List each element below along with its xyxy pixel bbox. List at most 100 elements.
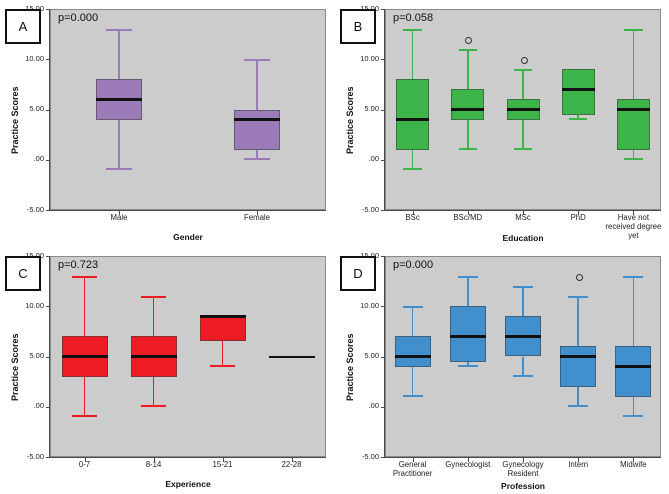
whisker-cap-upper	[106, 29, 132, 31]
outlier-point	[575, 273, 583, 281]
x-axis-title: Education	[502, 233, 544, 243]
box-plot-median	[234, 118, 280, 121]
x-tick	[578, 211, 580, 215]
y-tick	[381, 159, 385, 161]
whisker-upper	[632, 276, 635, 347]
whisker-cap-upper	[244, 59, 270, 61]
whisker-cap-lower	[106, 168, 132, 170]
y-tick	[381, 256, 385, 257]
y-tick-label: -5.00	[26, 451, 44, 461]
x-tick	[412, 211, 414, 215]
whisker-cap-lower	[244, 158, 270, 160]
x-axis-title: Experience	[165, 479, 211, 489]
panel-letter-a: A	[5, 9, 41, 44]
box-plot-box	[449, 306, 486, 362]
whisker-cap-upper	[458, 49, 478, 51]
x-tick	[578, 458, 580, 462]
y-tick-label: 10.00	[360, 300, 379, 310]
whisker-upper	[522, 286, 524, 317]
whisker-cap-lower	[513, 148, 533, 150]
x-tick	[633, 211, 635, 215]
y-tick	[381, 210, 385, 211]
whisker-cap-lower	[568, 405, 589, 407]
p-value-annotation: p=0.000	[58, 12, 99, 24]
panel-letter-d: D	[340, 256, 376, 291]
whisker-cap-upper	[403, 29, 422, 31]
y-tick-label: -5.00	[361, 204, 379, 214]
whisker-cap-lower	[458, 148, 478, 150]
whisker-lower	[118, 119, 120, 170]
y-tick	[46, 59, 50, 61]
whisker-cap-lower	[71, 415, 98, 417]
whisker-upper	[577, 296, 579, 347]
whisker-cap-upper	[140, 296, 167, 298]
y-tick	[46, 256, 50, 257]
x-axis-line	[384, 210, 661, 211]
box-plot-median	[130, 355, 177, 358]
x-tick	[633, 458, 635, 462]
box-plot-box	[396, 79, 430, 150]
panel-a-gender: A 15.00 10.00 5.00 .00 -5.00 Practice Scores p=…	[0, 0, 334, 247]
x-tick-label: Midwife	[620, 460, 647, 469]
y-tick-label: .00	[33, 401, 44, 411]
panel-c-experience: C 15.00 10.00 5.00 .00 -5.00 Practice Scores p=…	[0, 247, 334, 494]
whisker-cap-lower	[623, 415, 644, 417]
y-tick	[46, 159, 50, 161]
whisker-lower	[221, 341, 224, 367]
whisker-upper	[411, 29, 414, 80]
x-tick-label: MSc	[515, 213, 531, 222]
x-tick	[291, 458, 293, 462]
whisker-lower	[152, 376, 155, 407]
box-plot-median	[96, 98, 142, 101]
p-value-annotation: p=0.058	[393, 12, 434, 24]
y-tick	[381, 109, 385, 111]
x-tick-label: Gynecology Resident	[502, 460, 544, 478]
x-tick-label: 8-14	[145, 460, 162, 469]
x-axis-title: Profession	[501, 481, 545, 491]
y-tick	[381, 356, 385, 358]
panel-d-profession: D 15.00 10.00 5.00 .00 -5.00 Practice Scores p=…	[335, 247, 669, 494]
panel-letter-c: C	[5, 256, 41, 291]
whisker-upper	[256, 59, 258, 110]
box-plot-median	[616, 108, 650, 111]
x-axis-line	[49, 457, 326, 458]
whisker-lower	[522, 119, 524, 150]
box-plot-median	[61, 355, 108, 358]
whisker-cap-lower	[457, 364, 478, 367]
p-value-annotation: p=0.000	[393, 259, 434, 271]
x-tick-label: Have not received degree yet	[605, 213, 662, 240]
x-tick	[467, 458, 469, 462]
y-tick-label: 10.00	[25, 53, 44, 63]
y-tick-label: 15.00	[360, 250, 379, 260]
y-tick-label: .00	[368, 401, 379, 411]
y-axis-title: Practice Scores	[345, 333, 355, 401]
outlier-point	[465, 36, 473, 44]
x-tick	[84, 458, 86, 462]
whisker-lower	[467, 119, 469, 150]
y-tick	[46, 210, 50, 211]
whisker-upper	[118, 29, 120, 80]
whisker-cap-upper	[513, 69, 533, 71]
box-plot-median	[449, 335, 486, 338]
panel-letter-b: B	[340, 9, 376, 44]
whisker-cap-lower	[512, 375, 534, 377]
x-axis-title: Gender	[173, 232, 203, 242]
whisker-cap-upper	[624, 29, 643, 31]
y-axis-title: Practice Scores	[10, 333, 20, 401]
x-tick	[153, 458, 155, 462]
box-plot-median	[199, 315, 246, 318]
y-tick-label: 5.00	[29, 104, 44, 113]
box-plot-median	[394, 355, 431, 358]
plot-area-a	[50, 9, 326, 210]
x-tick-label: General Practitioner	[392, 460, 433, 478]
y-tick-label: 15.00	[360, 3, 379, 13]
x-tick	[412, 458, 414, 462]
y-axis-title: Practice Scores	[10, 86, 20, 154]
whisker-cap-upper	[512, 286, 534, 288]
y-tick	[381, 59, 385, 61]
y-tick	[381, 457, 385, 458]
whisker-cap-lower	[403, 168, 422, 170]
whisker-lower	[467, 361, 469, 367]
whisker-upper	[83, 276, 86, 337]
p-value-annotation: p=0.723	[58, 259, 99, 271]
